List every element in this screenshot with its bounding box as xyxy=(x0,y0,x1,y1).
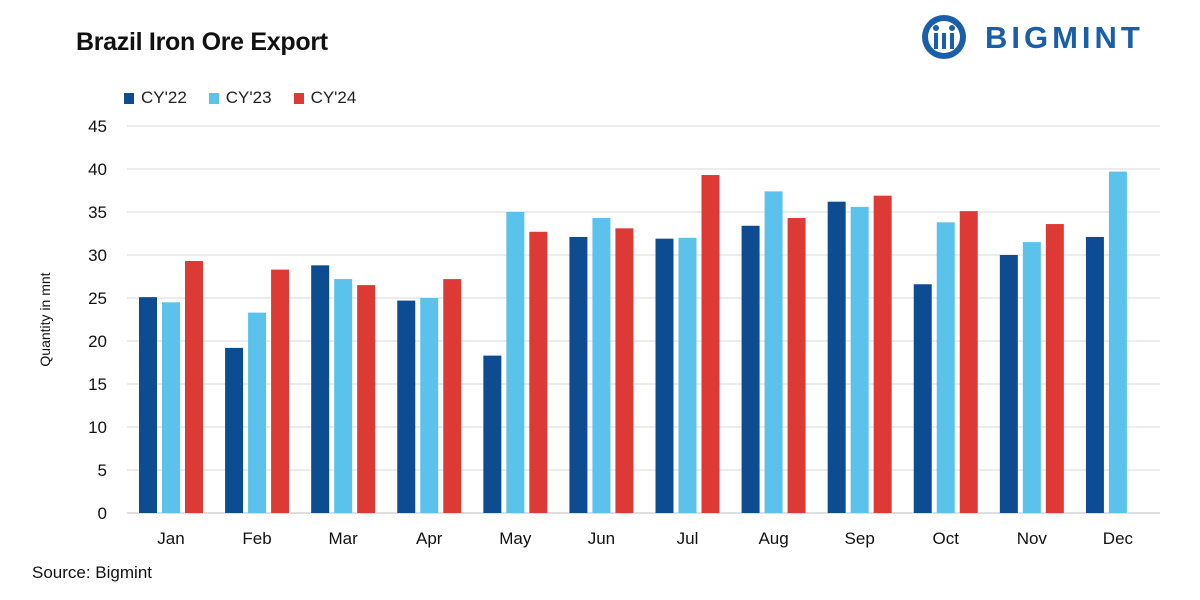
legend-swatch-cy22 xyxy=(124,92,134,104)
bar-cy23 xyxy=(420,298,439,513)
chart-title: Brazil Iron Ore Export xyxy=(76,28,328,56)
y-tick-label: 5 xyxy=(98,461,107,480)
y-tick-label: 45 xyxy=(88,117,107,136)
legend-item-cy24: CY'24 xyxy=(293,88,357,108)
y-tick-label: 40 xyxy=(88,160,107,179)
bar-cy24 xyxy=(443,279,462,513)
bar-cy22 xyxy=(397,300,416,513)
legend-item-cy23: CY'23 xyxy=(208,88,272,108)
bar-cy23 xyxy=(678,237,697,514)
legend-label-cy22: CY'22 xyxy=(141,88,187,107)
bar-cy22 xyxy=(569,236,588,513)
x-tick-label: Oct xyxy=(933,529,960,548)
bar-cy22 xyxy=(225,347,244,513)
bar-cy24 xyxy=(615,228,634,513)
bar-cy22 xyxy=(1085,236,1104,513)
y-tick-label: 20 xyxy=(88,332,107,351)
y-tick-label: 25 xyxy=(88,289,107,308)
x-tick-label: May xyxy=(499,529,532,548)
x-tick-label: Jul xyxy=(677,529,699,548)
bar-cy22 xyxy=(913,284,932,513)
bar-cy24 xyxy=(787,218,806,513)
legend-label-cy24: CY'24 xyxy=(310,88,357,107)
bar-cy23 xyxy=(334,279,353,513)
bar-cy23 xyxy=(936,222,955,513)
chart-legend: CY'22 CY'23 CY'24 xyxy=(124,88,378,108)
bar-cy22 xyxy=(483,355,502,513)
bar-cy23 xyxy=(764,191,783,514)
x-tick-label: Feb xyxy=(242,529,271,548)
legend-swatch-cy23 xyxy=(208,92,219,104)
bar-cy22 xyxy=(655,238,674,513)
bar-cy23 xyxy=(1022,242,1041,513)
bar-cy22 xyxy=(139,297,157,513)
bar-cy23 xyxy=(592,218,611,513)
bar-cy23 xyxy=(248,312,267,513)
x-tick-label: Jun xyxy=(588,529,615,548)
x-tick-label: Dec xyxy=(1103,529,1134,548)
bar-cy24 xyxy=(1045,224,1064,514)
y-tick-label: 15 xyxy=(88,375,107,394)
y-tick-label: 30 xyxy=(88,246,107,265)
source-note: Source: Bigmint xyxy=(32,563,152,582)
y-tick-label: 35 xyxy=(88,203,107,222)
y-tick-label: 0 xyxy=(98,504,107,523)
bar-cy22 xyxy=(999,255,1018,513)
x-tick-label: Apr xyxy=(416,529,443,548)
bar-cy22 xyxy=(827,201,846,513)
bar-cy22 xyxy=(311,265,330,513)
legend-item-cy22: CY'22 xyxy=(124,88,187,108)
bar-cy23 xyxy=(162,302,180,513)
bar-cy23 xyxy=(506,212,525,513)
x-tick-label: Sep xyxy=(845,529,875,548)
bar-cy23 xyxy=(1108,171,1127,513)
bar-cy24 xyxy=(185,261,203,513)
x-tick-label: Nov xyxy=(1017,529,1048,548)
bar-cy24 xyxy=(271,269,290,513)
y-axis-title: Quantity in mnt xyxy=(37,272,53,366)
bar-cy24 xyxy=(357,285,376,513)
bar-cy22 xyxy=(741,225,760,513)
bigmint-logo-icon xyxy=(922,15,966,59)
x-tick-label: Mar xyxy=(329,529,359,548)
x-tick-label: Aug xyxy=(758,529,788,548)
bar-cy24 xyxy=(701,175,720,513)
x-tick-label: Jan xyxy=(157,529,184,548)
bar-cy23 xyxy=(850,206,869,513)
bar-cy24 xyxy=(959,211,978,513)
legend-swatch-cy24 xyxy=(293,92,304,104)
y-tick-label: 10 xyxy=(88,418,107,437)
bar-cy24 xyxy=(529,231,548,513)
bar-cy24 xyxy=(873,195,892,513)
legend-label-cy23: CY'23 xyxy=(225,88,272,107)
brand-name: BIGMINT xyxy=(985,20,1144,55)
